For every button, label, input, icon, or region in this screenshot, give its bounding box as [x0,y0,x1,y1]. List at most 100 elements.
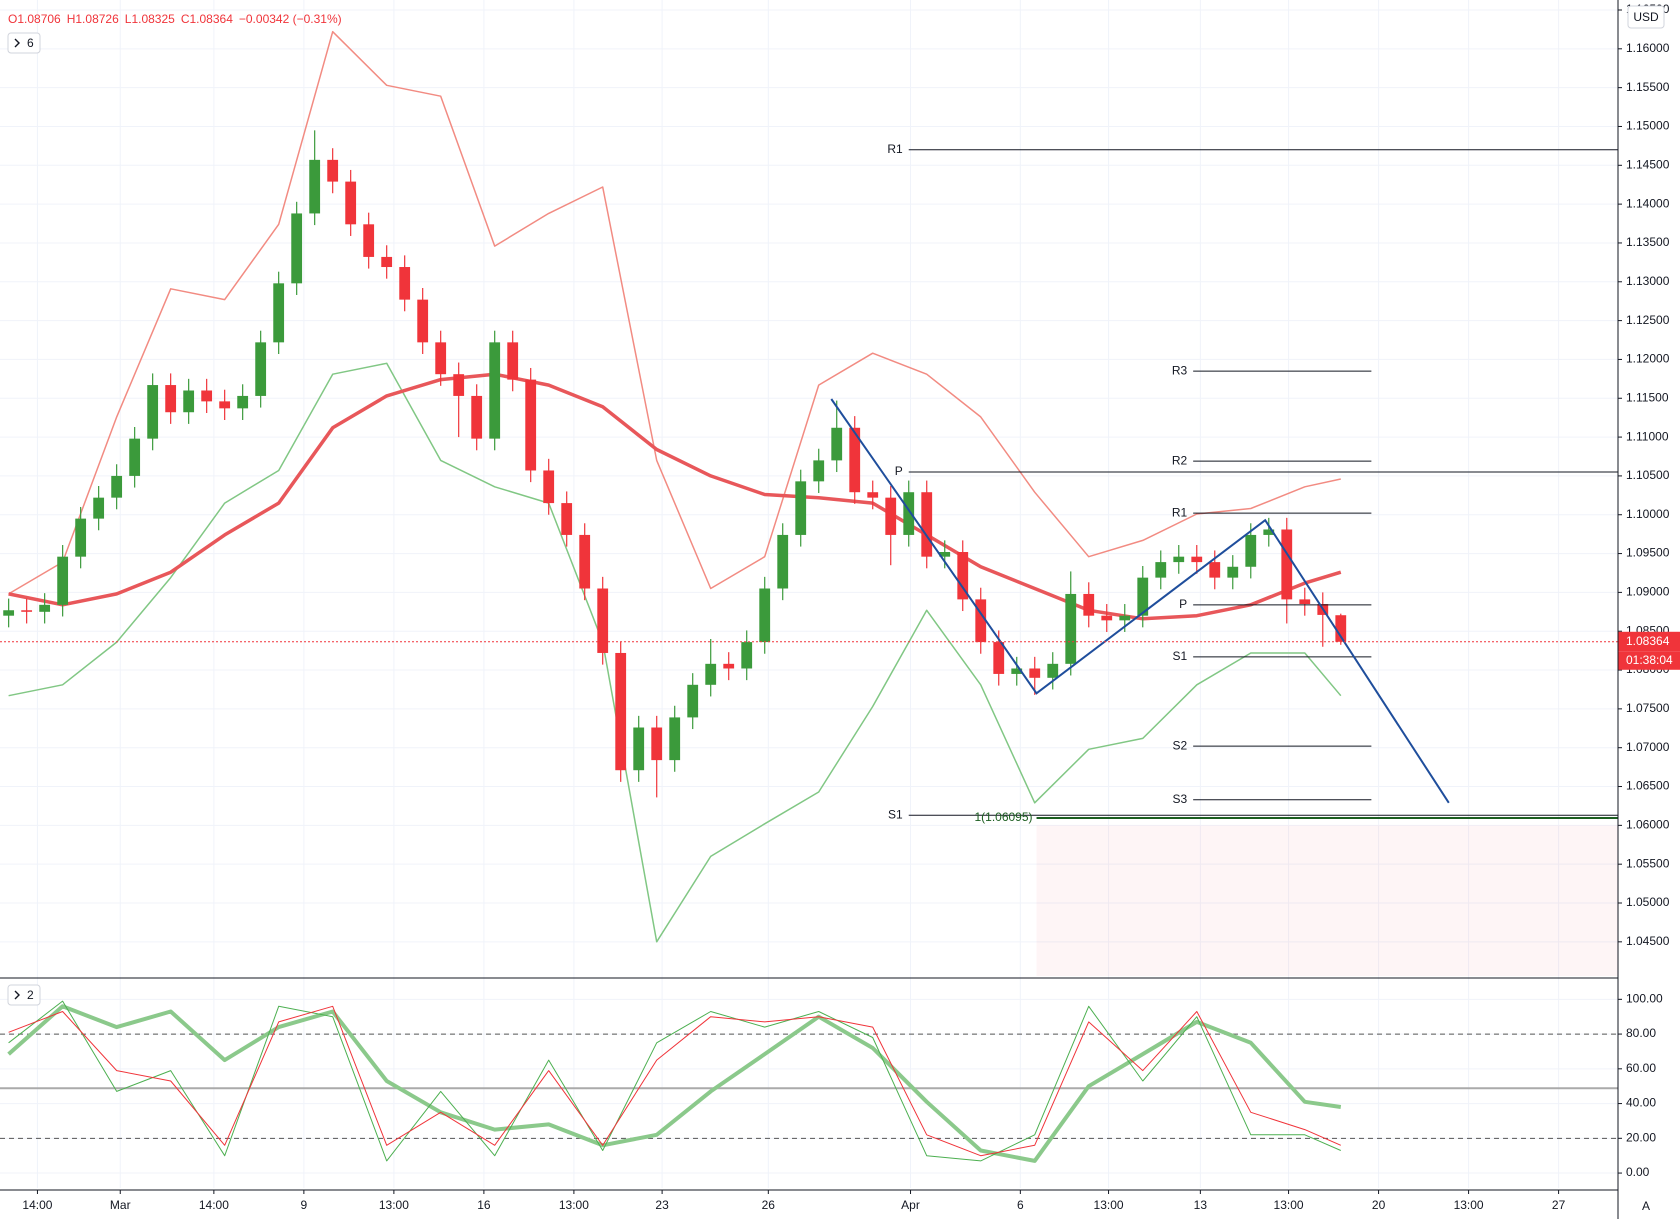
y-tick-label: 1.07500 [1626,701,1670,715]
candle-body [201,390,213,402]
y-tick-label: 1.09000 [1626,585,1670,599]
chevron [14,990,20,1000]
y-tick-label: 1.13000 [1626,274,1670,288]
candle-body [345,181,357,225]
candle-body [291,213,303,284]
candle-body [129,438,141,476]
osc-indicators-toggle[interactable]: 2 [7,984,41,1006]
candle-body [1245,534,1257,567]
pivot-label: S2 [1172,738,1187,752]
candle-body [1047,663,1059,678]
candle-body [1083,593,1095,616]
candle-body [453,374,465,396]
candle-body [777,534,789,589]
fib-label: 1(1.06095) [974,810,1032,824]
auto-scale-button[interactable]: A [1642,1199,1650,1213]
candle-body [39,604,51,612]
y-tick-label: 1.14500 [1626,157,1670,171]
candle-body [471,395,483,439]
open-value: O1.08706 [8,12,61,26]
y-tick-label: 60.00 [1626,1061,1656,1075]
candle-body [1263,529,1275,535]
pivot-label: S1 [888,807,903,821]
toggle-box[interactable] [7,984,41,1006]
candle-body [921,492,933,557]
candle-body [1281,529,1293,600]
pivot-label: R2 [1172,453,1188,467]
ohlc-legend: O1.08706 H1.08726 L1.08325 C1.08364 −0.00342… [8,12,342,26]
y-tick-label: 1.05000 [1626,895,1670,909]
candle-body [633,727,645,771]
y-tick-label: 1.11000 [1626,429,1669,443]
candle-body [183,390,195,413]
last-price-box [1618,631,1680,652]
candle-body [651,727,663,761]
candle-body [885,497,897,535]
candle-body [723,663,735,669]
low-value: L1.08325 [125,12,175,26]
price-indicators-toggle[interactable]: 6 [7,32,41,54]
candle-body [849,427,861,493]
y-tick-label: 1.10500 [1626,468,1670,482]
x-tick-label: 14:00 [22,1198,52,1212]
currency-label: USD [1633,10,1659,24]
x-tick-label: 23 [655,1198,669,1212]
countdown-label: 01:38:04 [1626,653,1673,667]
candle-body [543,470,555,504]
y-tick-label: 1.16000 [1626,41,1670,55]
pivot-label: S1 [1172,649,1187,663]
candle-body [1227,566,1239,578]
x-tick-label: 13:00 [379,1198,409,1212]
x-tick-label: 13:00 [1274,1198,1304,1212]
y-tick-label: 1.06000 [1626,818,1670,832]
candle-body [867,492,879,498]
candle-body [147,385,159,439]
candle-body [813,460,825,482]
pivot-label: R1 [887,142,903,156]
candle-body [1029,668,1041,678]
candle-body [903,492,915,535]
high-value: H1.08726 [67,12,119,26]
y-tick-label: 1.12500 [1626,313,1670,327]
pivot-label: R3 [1172,363,1188,377]
currency-box[interactable] [1627,5,1665,29]
y-tick-label: 1.09500 [1626,546,1670,560]
candle-body [831,427,843,461]
candle-body [1119,615,1131,621]
trend-line [830,398,1450,804]
candle-body [1299,599,1311,605]
y-tick-label: 1.15000 [1626,119,1670,133]
close-value: C1.08364 [181,12,233,26]
candle-body [1191,556,1203,563]
x-tick-label: 13:00 [1454,1198,1484,1212]
candle-body [489,342,501,439]
candle-body [1209,562,1221,578]
candle-body [273,283,285,343]
candle-body [759,588,771,643]
y-tick-label: 1.12000 [1626,352,1670,366]
y-tick-label: 1.07000 [1626,740,1670,754]
chevron [14,38,20,48]
candle-body [57,556,69,605]
candle-body [1173,556,1185,563]
y-tick-label: 20.00 [1626,1130,1656,1144]
candle-body [417,299,429,343]
candle-body [561,503,573,535]
x-tick-label: 26 [762,1198,776,1212]
candle-body [93,497,105,519]
candle-body [1137,577,1149,616]
toggle-box[interactable] [7,32,41,54]
candle-body [669,717,681,761]
y-tick-label: 1.10000 [1626,507,1670,521]
candle-body [21,610,33,612]
x-tick-label: Mar [110,1198,131,1212]
x-tick-label: 27 [1552,1198,1566,1212]
x-tick-label: Apr [901,1198,920,1212]
currency-button[interactable]: USD [1627,5,1665,29]
y-tick-label: 1.11500 [1626,390,1669,404]
y-tick-label: 40.00 [1626,1096,1656,1110]
indicator-line [8,30,1341,595]
candle-body [237,395,249,409]
